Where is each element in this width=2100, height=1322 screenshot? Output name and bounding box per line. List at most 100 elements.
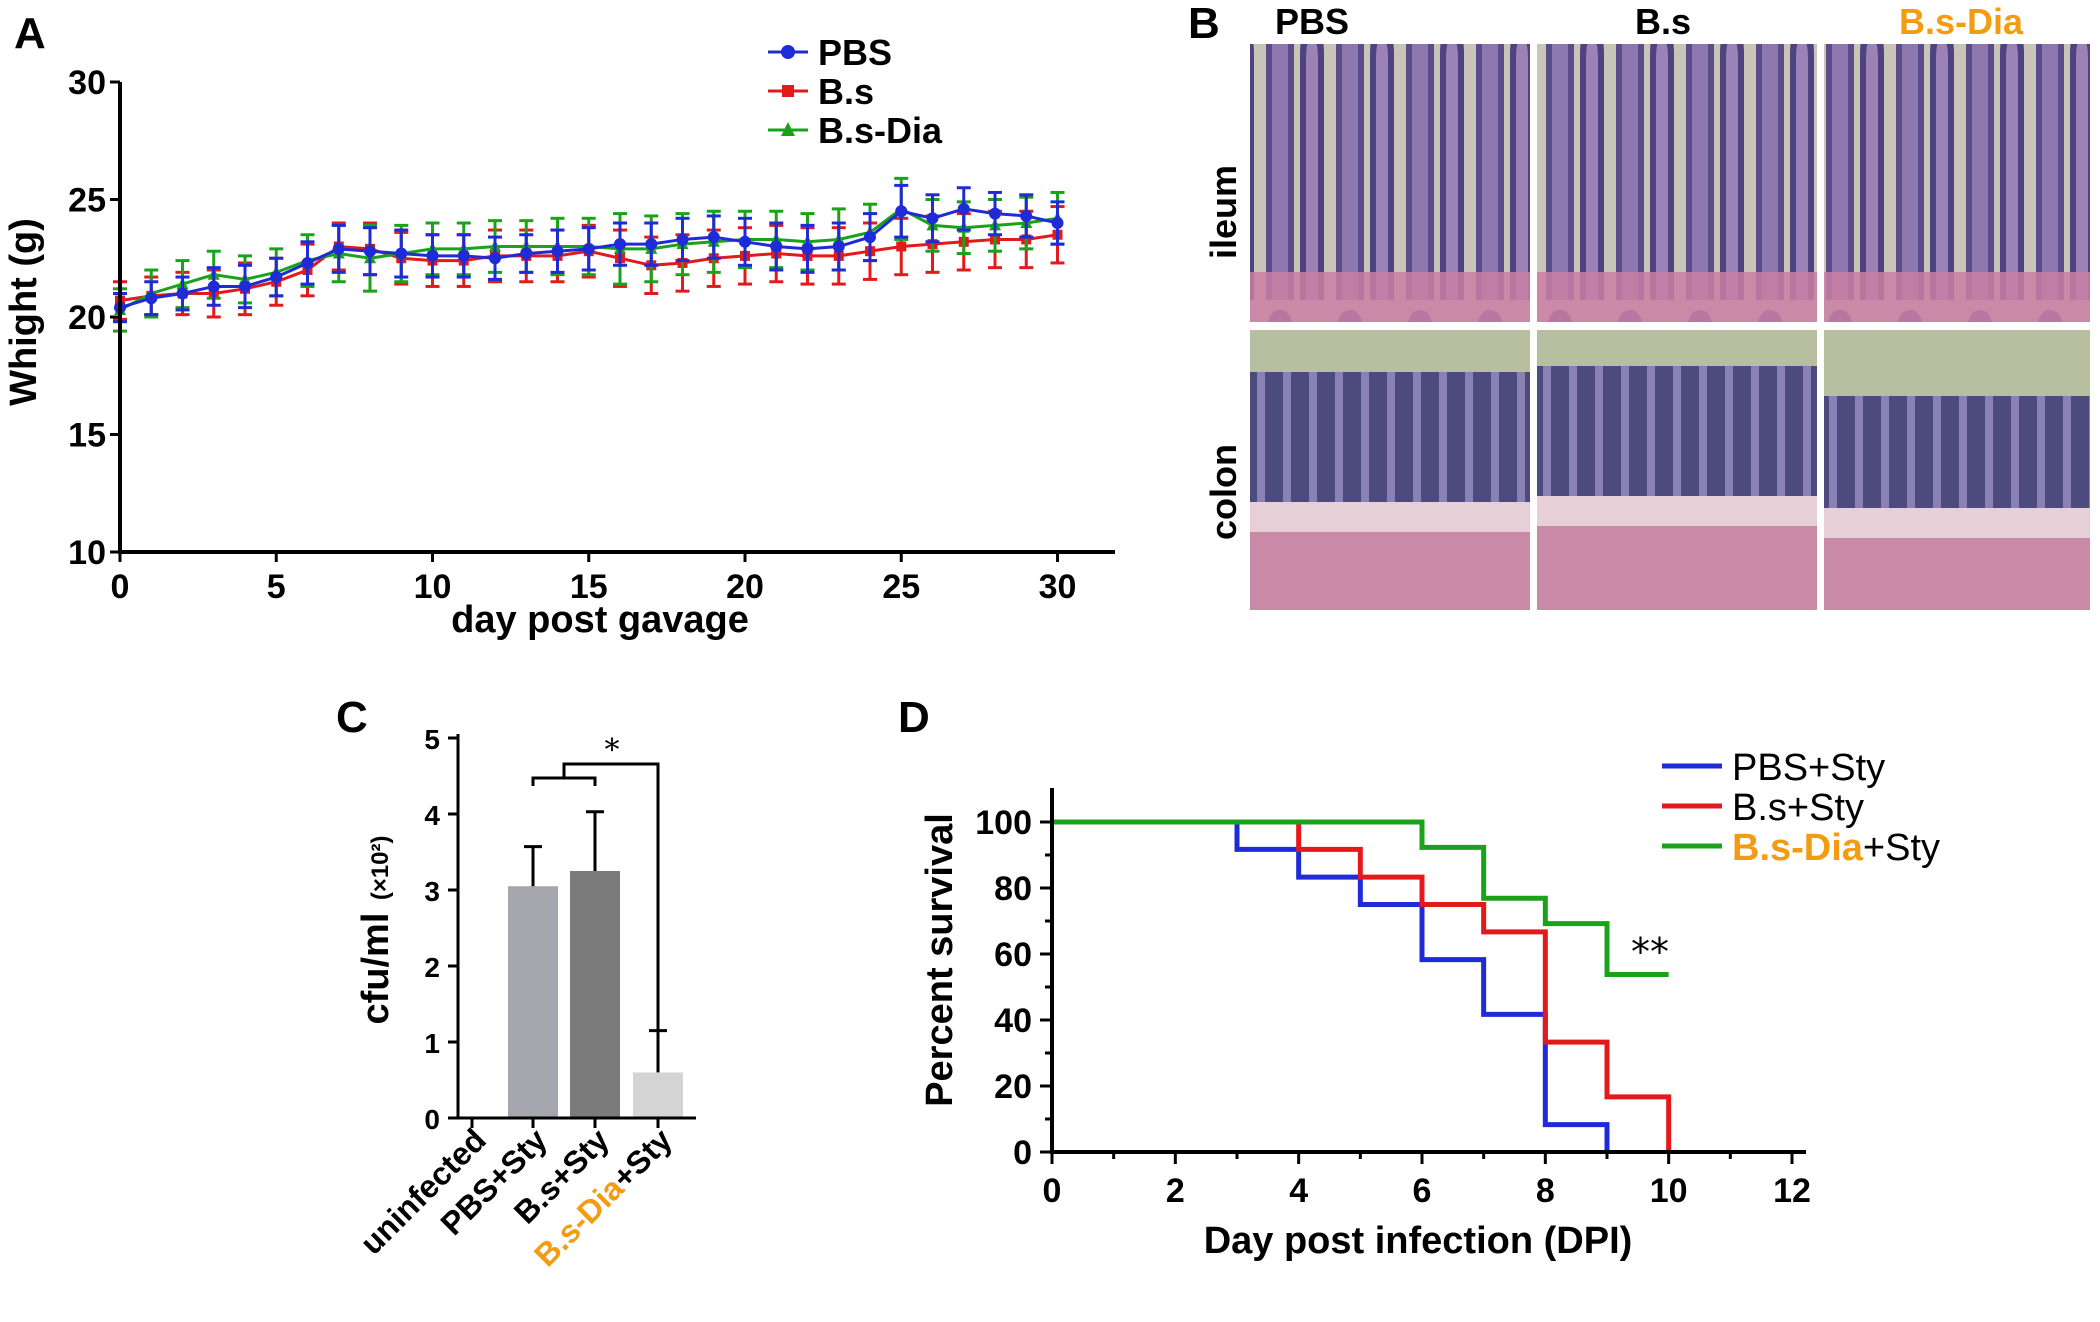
d-legend-label: PBS+Sty: [1732, 747, 1885, 789]
c-y-tick-label: 5: [424, 724, 440, 755]
a-x-axis-label: day post gavage: [451, 599, 749, 641]
d-significance: **: [1631, 930, 1669, 974]
c-y-axis-label: cfu/ml (×10²): [355, 835, 397, 1024]
a-point: [145, 292, 158, 305]
a-point: [520, 247, 533, 260]
a-point: [989, 207, 1001, 220]
a-point: [676, 233, 689, 246]
d-legend-label-part: B.s+Sty: [1732, 787, 1864, 829]
a-point: [426, 249, 439, 262]
panel-a-weight-chart: 0 5 10 15 20 25 30 10 15 20 25 30 Whight (g) day po…: [3, 32, 1115, 641]
d-legend-label-part: +Sty: [1863, 827, 1940, 869]
a-x-tick-label: 15: [570, 568, 608, 606]
panel-d-survival-chart: 0 2 4 6 8 10 12 0 20 40 60 80 100 Percent survival D…: [919, 747, 1940, 1262]
d-y-tick-label: 80: [994, 870, 1032, 908]
a-point: [457, 249, 470, 262]
c-bar: [508, 886, 558, 1118]
c-y-tick-label: 3: [424, 876, 440, 907]
a-legend-marker: [781, 122, 795, 136]
a-x-tick-label: 0: [111, 568, 130, 606]
panel-label-a: A: [14, 9, 46, 58]
c-significance: *: [531, 733, 660, 1072]
a-point: [582, 242, 595, 255]
b-image-ileum-bs: [1537, 44, 1817, 322]
d-x-tick-label: 8: [1536, 1172, 1555, 1210]
a-x-tick-label: 30: [1039, 568, 1077, 606]
a-legend-label: B.s-Dia: [818, 110, 943, 151]
c-y-tick-label: 4: [424, 800, 440, 831]
d-legend-label-part: PBS+Sty: [1732, 747, 1885, 789]
a-point: [239, 280, 251, 293]
c-y-tick-label: 1: [424, 1028, 440, 1059]
a-point: [207, 280, 220, 293]
d-x-tick-label: 0: [1043, 1172, 1062, 1210]
a-x-tick-label: 20: [726, 568, 764, 606]
a-x-tick-label: 25: [882, 568, 920, 606]
d-y-tick-label: 100: [975, 804, 1032, 842]
a-point: [614, 238, 626, 251]
a-legend-marker: [782, 85, 794, 97]
a-point: [395, 247, 408, 260]
a-y-tick-label: 25: [68, 182, 106, 220]
c-bar: [570, 871, 620, 1118]
c-bar: [633, 1072, 683, 1118]
d-y-axis-label: Percent survival: [919, 813, 961, 1107]
c-y-axis-label-main: cfu/ml: [355, 913, 397, 1025]
d-step-line-B.s-Dia+Sty: [1052, 819, 1669, 977]
a-point: [1020, 209, 1033, 222]
a-y-tick-label: 10: [68, 534, 106, 572]
a-point: [332, 242, 345, 255]
b-row-label-colon: colon: [1203, 444, 1244, 540]
a-legend-marker: [781, 45, 795, 59]
d-x-tick-label: 6: [1413, 1172, 1432, 1210]
d-legend-label: B.s+Sty: [1732, 787, 1864, 829]
d-y-tick-label: 60: [994, 936, 1032, 974]
a-point: [645, 238, 658, 251]
a-point: [270, 271, 283, 284]
a-y-tick-label: 20: [68, 299, 106, 337]
a-y-tick-label: 15: [68, 417, 106, 455]
a-point: [1051, 217, 1064, 229]
d-x-axis-label: Day post infection (DPI): [1204, 1220, 1633, 1262]
b-row-label-ileum: ileum: [1203, 165, 1244, 259]
a-legend-label: PBS: [818, 32, 892, 73]
a-point: [832, 240, 845, 253]
b-col-label-bs: B.s: [1635, 1, 1691, 42]
a-y-axis-label: Whight (g): [3, 218, 45, 406]
a-point: [957, 202, 970, 215]
b-image-colon-bsdia: [1824, 330, 2090, 610]
c-bracket-left: [531, 776, 597, 786]
d-x-tick-label: 2: [1166, 1172, 1185, 1210]
a-point: [895, 205, 908, 218]
panel-label-c: C: [336, 693, 368, 742]
b-image-ileum-pbs: [1250, 44, 1530, 322]
a-x-tick-label: 5: [267, 568, 286, 606]
d-x-tick-label: 12: [1773, 1172, 1811, 1210]
c-y-tick-label: 0: [424, 1104, 440, 1135]
c-bracket-right: [562, 762, 660, 1072]
a-legend-label: B.s: [818, 71, 874, 112]
a-x-tick-label: 10: [414, 568, 452, 606]
d-legend-label-part: B.s-Dia: [1732, 827, 1864, 869]
b-image-ileum-bsdia: [1824, 44, 2090, 322]
a-point: [770, 240, 783, 253]
panel-label-d: D: [898, 693, 930, 742]
panel-b-histology: PBS B.s B.s-Dia ileum colon: [1203, 1, 2090, 610]
d-x-tick-label: 4: [1289, 1172, 1308, 1210]
panel-label-b: B: [1188, 0, 1220, 48]
c-y-axis-label-unit: (×10²): [367, 835, 394, 900]
a-point: [926, 212, 939, 225]
b-image-colon-pbs: [1250, 330, 1530, 610]
a-point: [896, 241, 907, 252]
d-y-tick-label: 0: [1013, 1134, 1032, 1172]
a-point: [801, 242, 814, 255]
b-col-label-bsdia: B.s-Dia: [1899, 1, 2024, 42]
b-image-colon-bs: [1537, 330, 1817, 610]
a-point: [864, 231, 876, 244]
a-point: [364, 245, 376, 258]
a-point: [551, 245, 564, 258]
d-step-line-B.s+Sty: [1052, 819, 1672, 1152]
